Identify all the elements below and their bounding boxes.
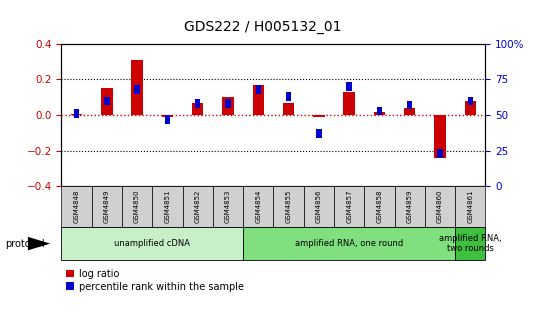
Bar: [104, 96, 109, 105]
Bar: [434, 115, 446, 158]
Bar: [101, 88, 113, 115]
Text: GSM4849: GSM4849: [104, 190, 110, 223]
Bar: [313, 115, 325, 117]
Bar: [377, 107, 382, 115]
Bar: [225, 99, 230, 108]
Bar: [165, 115, 170, 124]
Bar: [92, 186, 122, 227]
Bar: [195, 99, 200, 108]
Text: GSM4857: GSM4857: [346, 190, 352, 223]
Bar: [273, 186, 304, 227]
Bar: [222, 97, 234, 115]
Bar: [304, 186, 334, 227]
Bar: [374, 112, 385, 115]
Bar: [243, 186, 273, 227]
Bar: [455, 227, 485, 260]
Bar: [192, 102, 204, 115]
Bar: [182, 186, 213, 227]
Bar: [71, 114, 82, 115]
Bar: [213, 186, 243, 227]
Bar: [347, 82, 352, 91]
Bar: [256, 85, 261, 94]
Text: GDS222 / H005132_01: GDS222 / H005132_01: [184, 19, 341, 34]
Bar: [425, 186, 455, 227]
Bar: [134, 85, 140, 94]
Bar: [253, 85, 264, 115]
Text: protocol: protocol: [6, 239, 45, 249]
Text: GSM4856: GSM4856: [316, 190, 322, 223]
Bar: [122, 186, 152, 227]
Text: GSM4859: GSM4859: [407, 190, 413, 223]
Bar: [61, 186, 92, 227]
Bar: [316, 129, 321, 138]
Text: GSM4861: GSM4861: [467, 190, 473, 223]
Bar: [162, 115, 173, 117]
Text: GSM4860: GSM4860: [437, 190, 443, 223]
Bar: [455, 186, 485, 227]
Bar: [343, 92, 355, 115]
Text: amplified RNA, one round: amplified RNA, one round: [295, 239, 403, 248]
Bar: [465, 101, 476, 115]
Text: GSM4858: GSM4858: [377, 190, 382, 223]
Bar: [364, 186, 395, 227]
Bar: [74, 110, 79, 118]
Text: GSM4848: GSM4848: [74, 190, 80, 223]
Text: GSM4854: GSM4854: [255, 190, 261, 223]
Text: GSM4853: GSM4853: [225, 190, 231, 223]
Bar: [61, 227, 243, 260]
Text: unamplified cDNA: unamplified cDNA: [114, 239, 190, 248]
Text: GSM4852: GSM4852: [195, 190, 201, 223]
Text: amplified RNA,
two rounds: amplified RNA, two rounds: [439, 234, 502, 253]
Text: GSM4851: GSM4851: [165, 190, 170, 223]
Bar: [407, 101, 412, 110]
Bar: [404, 108, 416, 115]
Bar: [437, 150, 442, 158]
Bar: [283, 102, 294, 115]
Text: GSM4855: GSM4855: [286, 190, 292, 223]
Bar: [152, 186, 182, 227]
Bar: [243, 227, 455, 260]
Legend: log ratio, percentile rank within the sample: log ratio, percentile rank within the sa…: [66, 268, 244, 292]
Bar: [395, 186, 425, 227]
Bar: [131, 60, 143, 115]
Bar: [286, 92, 291, 101]
Text: GSM4850: GSM4850: [134, 190, 140, 223]
Bar: [468, 96, 473, 105]
Bar: [334, 186, 364, 227]
